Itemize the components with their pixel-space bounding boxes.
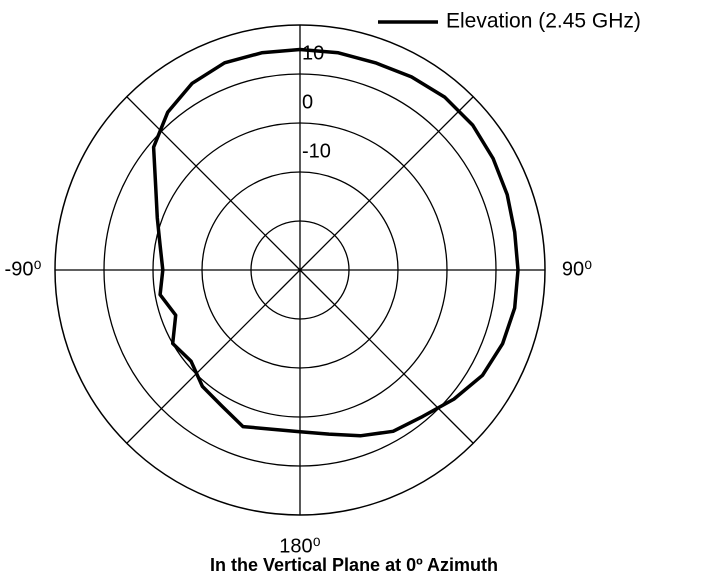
spoke <box>299 96 474 271</box>
angle-label: 0⁰ <box>290 0 309 3</box>
legend-label: Elevation (2.45 GHz) <box>446 10 641 33</box>
r-tick-label: 0 <box>302 91 313 113</box>
ring <box>201 171 399 369</box>
angle-label: 90⁰ <box>562 258 592 280</box>
spoke <box>299 269 474 444</box>
angle-label: -90⁰ <box>5 258 42 280</box>
spoke <box>126 96 301 271</box>
ring <box>152 122 448 418</box>
series-line <box>151 47 520 438</box>
ring <box>250 220 350 320</box>
r-tick-label: -10 <box>302 140 331 162</box>
spoke <box>126 269 301 444</box>
caption: In the Vertical Plane at 0º Azimuth <box>210 555 498 575</box>
ring <box>103 73 497 467</box>
r-tick-label: 10 <box>302 42 324 64</box>
angle-label: 180⁰ <box>279 535 320 557</box>
